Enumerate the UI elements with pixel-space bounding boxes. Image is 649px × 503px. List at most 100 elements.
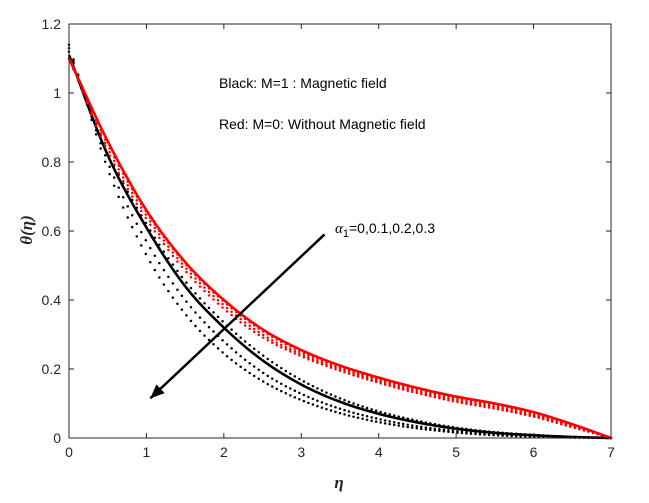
series-red-alpha-0_2-point	[198, 281, 202, 285]
series-red-alpha-0_2-point	[329, 364, 333, 368]
series-red-alpha-0_3-point	[207, 294, 211, 297]
series-black-alpha-0_1-point	[311, 384, 315, 388]
series-red-alpha-0_2-point	[392, 384, 396, 387]
series-red-alpha-0_2-point	[496, 406, 500, 409]
series-red-alpha-0_1-point	[126, 180, 129, 183]
series-red-alpha-0_2-point	[420, 391, 423, 394]
series-black-alpha-0_3-point	[198, 329, 202, 333]
series-black-alpha-0_2-point	[180, 294, 184, 298]
series-black-alpha-0_1-point	[433, 422, 437, 426]
series-red-alpha-0_3-point	[325, 364, 328, 368]
series-black-alpha-0_2-point	[203, 321, 206, 324]
series-red-alpha-0_2-point	[401, 386, 405, 390]
series-red-alpha-0_1-point	[334, 364, 337, 367]
series-red-alpha-0_3-point	[130, 195, 134, 198]
series-black-alpha-0_2-point	[420, 425, 423, 429]
series-black-alpha-0_2	[67, 46, 613, 440]
series-black-alpha-0_1-point	[483, 429, 486, 433]
series-red-alpha-0_3-point	[158, 236, 161, 240]
series-black-alpha-0_1-point	[126, 190, 129, 193]
series-red-alpha-0_3-point	[483, 405, 486, 409]
series-red-alpha-0_1-point	[325, 361, 328, 364]
arrow-shaft	[149, 233, 326, 400]
series-red-alpha-0_2-point	[424, 392, 428, 395]
series-red-alpha-0_3-point	[456, 400, 459, 404]
series-red-alpha-0_2-point	[171, 251, 175, 254]
y-tick-label: 0.2	[42, 361, 62, 377]
series-red-alpha-0_3-point	[501, 408, 504, 412]
series-black-alpha-0_1-point	[374, 409, 378, 412]
series-black-alpha-0_3-point	[447, 430, 450, 434]
series-black-alpha-0_3-point	[112, 184, 116, 188]
series-red-alpha-0_3-point	[149, 223, 152, 227]
series-black-alpha-0_1-point	[261, 354, 265, 357]
series-black-alpha-0_2-point	[112, 176, 116, 179]
series-black-alpha-0_3-point	[352, 415, 355, 418]
series-red-alpha-0_1-point	[320, 359, 324, 362]
series-black-alpha-0_1-point	[370, 408, 373, 411]
series-red-alpha-0_2-point	[284, 345, 288, 349]
series-red-alpha-0_3-point	[478, 404, 482, 408]
series-red-alpha-0_1-point	[433, 392, 437, 396]
series-red-alpha-0_3-point	[162, 242, 166, 246]
series-red-alpha-0_1-point	[121, 172, 125, 176]
series-red-alpha-0_3-point	[239, 320, 242, 324]
series-red-alpha-0_2-point	[483, 403, 486, 407]
series-black-alpha-0_2-point	[284, 384, 288, 388]
series-black-alpha-0_1-point	[284, 369, 288, 373]
series-black-alpha-0_3-point	[257, 377, 260, 380]
series-red-alpha-0_1-point	[189, 269, 193, 272]
series-red-alpha-0_1-point	[135, 195, 138, 198]
series-black-alpha-0_3-point	[411, 426, 414, 429]
series-black-alpha-0_1-point	[153, 236, 157, 239]
series-red-alpha-0_3-point	[591, 431, 595, 435]
series-black-alpha-0_3-point	[505, 434, 509, 438]
series-red-alpha-0_1-point	[365, 374, 369, 378]
series-red-alpha-0_2-point	[334, 366, 337, 369]
series-red-alpha-0_2-point	[144, 213, 148, 216]
series-black-alpha-0_1-point	[478, 429, 482, 432]
series-black-alpha-0_2-point	[194, 311, 197, 314]
series-black-alpha-0_3-point	[180, 308, 184, 311]
series-black-alpha-0_2-point	[140, 230, 143, 234]
series-red-alpha-0_3-point	[338, 369, 342, 372]
series-black-alpha-0_1-point	[298, 377, 301, 381]
series-black-alpha-0_1-point	[343, 398, 346, 402]
series-red-alpha-0_1-point	[401, 384, 405, 388]
series-red-alpha-0_3-point	[343, 371, 346, 374]
series-red-alpha-0_3-point	[72, 68, 75, 71]
series-red-alpha-0_3-point	[505, 409, 509, 413]
y-tick-label: 0.4	[42, 292, 62, 308]
series-red-alpha-0_3-point	[523, 413, 527, 416]
series-red-alpha-0_1-point	[370, 376, 373, 379]
series-red-alpha-0_1-point	[492, 403, 495, 407]
series-red-alpha-0_2-point	[406, 387, 409, 391]
series-red-alpha-0_1-point	[420, 389, 423, 392]
series-black-alpha-0_1-point	[140, 214, 143, 217]
series-red-alpha-0_1-point	[438, 393, 441, 397]
series-black-alpha-0_2-point	[388, 420, 391, 423]
series-black-alpha-0_3-point	[284, 392, 288, 395]
series-black-alpha-0_2-point	[316, 399, 319, 402]
series-black-alpha-0_1-point	[252, 347, 256, 351]
series-red-alpha-0_2-point	[126, 184, 129, 187]
series-black-alpha-0_3-point	[451, 430, 455, 434]
y-tick-label: 1	[53, 85, 61, 101]
series-red-alpha-0_3-point	[379, 382, 382, 385]
series-black-alpha-0_3-point	[126, 216, 129, 219]
series-red-alpha-0_1-point	[289, 345, 292, 348]
series-red-alpha-0_1-point	[130, 188, 134, 191]
series-red-alpha-0_3-point	[140, 209, 143, 213]
series-red-alpha-0_3-point	[221, 306, 224, 309]
series-black-alpha-0_2-point	[198, 316, 202, 319]
series-red-alpha-0_2-point	[112, 159, 116, 163]
series-red-alpha-0_3-point	[81, 90, 84, 94]
series-red-alpha-0_3-point	[266, 339, 269, 342]
series-red-alpha-0_2-point	[397, 385, 400, 388]
series-black-alpha-0_3-point	[239, 365, 242, 368]
series-red-alpha-0_1-point	[257, 327, 260, 330]
series-red-alpha-0_1-point	[307, 353, 310, 357]
series-red-alpha-0_1-point	[383, 379, 387, 383]
series-black-alpha-0_1-point	[257, 351, 260, 354]
series-red-alpha-0_3-point	[361, 376, 364, 380]
